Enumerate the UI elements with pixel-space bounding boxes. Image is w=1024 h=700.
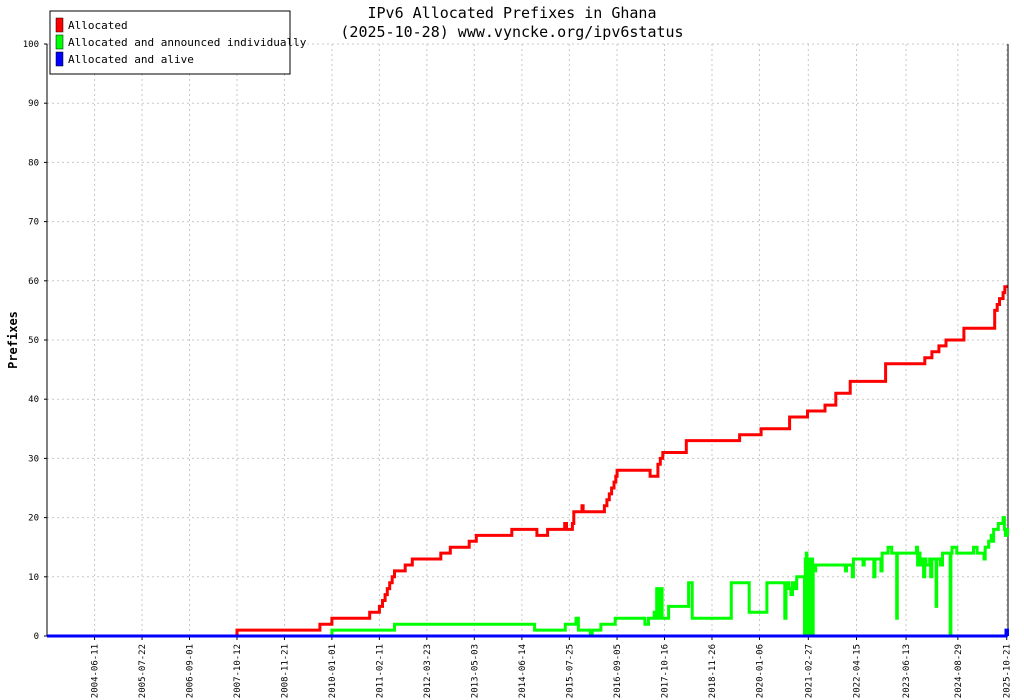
y-tick-label: 80 [28, 158, 39, 168]
x-tick-label: 2013-05-03 [470, 644, 480, 698]
x-tick-label: 2012-03-23 [423, 644, 433, 698]
x-tick-label: 2021-02-27 [804, 644, 814, 698]
y-tick-label: 0 [34, 632, 39, 642]
y-tick-label: 60 [28, 277, 39, 287]
y-tick-label: 10 [28, 573, 39, 583]
legend-box [49, 10, 291, 75]
x-tick-label: 2023-06-13 [902, 644, 912, 698]
legend-swatch-3 [55, 51, 64, 67]
x-tick-label: 2014-06-14 [518, 644, 528, 698]
chart-subtitle: (2025-10-28) www.vyncke.org/ipv6status [340, 23, 683, 41]
x-tick-label: 2024-08-29 [954, 644, 964, 698]
series-line-2 [47, 516, 1009, 638]
x-tick-label: 2018-11-26 [708, 644, 718, 698]
legend-label-3: Allocated and alive [68, 53, 194, 66]
legend-swatch-1 [55, 17, 64, 33]
x-tick-label: 2017-10-16 [661, 644, 671, 698]
chart-title: IPv6 Allocated Prefixes in Ghana [368, 4, 657, 22]
x-tick-label: 2020-01-06 [755, 644, 765, 698]
legend-label-2: Allocated and announced individually [68, 36, 307, 49]
x-tick-label: 2010-01-01 [328, 644, 338, 698]
x-tick-label: 2006-09-01 [186, 644, 196, 698]
x-tick-label: 2007-10-12 [233, 644, 243, 698]
x-tick-labels: 2004-06-11 2005-07-22 2006-09-01 2007-10-12… [91, 636, 1013, 698]
gridlines [47, 43, 1008, 636]
y-tick-label: 70 [28, 218, 39, 228]
series-line-1 [47, 285, 1008, 638]
x-tick-label: 2025-10-21 [1003, 644, 1013, 698]
x-tick-label: 2005-07-22 [138, 644, 148, 698]
y-tick-label: 30 [28, 454, 39, 464]
y-tick-labels: 0 10 20 30 40 50 60 70 80 90 100 [23, 40, 47, 642]
x-tick-label: 2016-09-05 [613, 644, 623, 698]
y-axis-label: Prefixes [6, 311, 20, 369]
x-tick-label: 2015-07-25 [565, 644, 575, 698]
x-tick-label: 2004-06-11 [91, 644, 101, 698]
y-tick-label: 20 [28, 514, 39, 524]
y-tick-label: 100 [23, 40, 39, 50]
legend: Allocated Allocated and announced individ… [49, 10, 307, 75]
y-tick-label: 40 [28, 395, 39, 405]
legend-swatch-2 [55, 34, 64, 50]
y-tick-label: 90 [28, 99, 39, 109]
x-tick-label: 2022-04-15 [852, 644, 862, 698]
x-tick-label: 2011-02-11 [375, 644, 385, 698]
data-series [47, 285, 1009, 638]
legend-label-1: Allocated [68, 19, 128, 32]
series-line-3 [47, 628, 1009, 638]
x-tick-label: 2008-11-21 [280, 644, 290, 698]
y-tick-label: 50 [28, 336, 39, 346]
